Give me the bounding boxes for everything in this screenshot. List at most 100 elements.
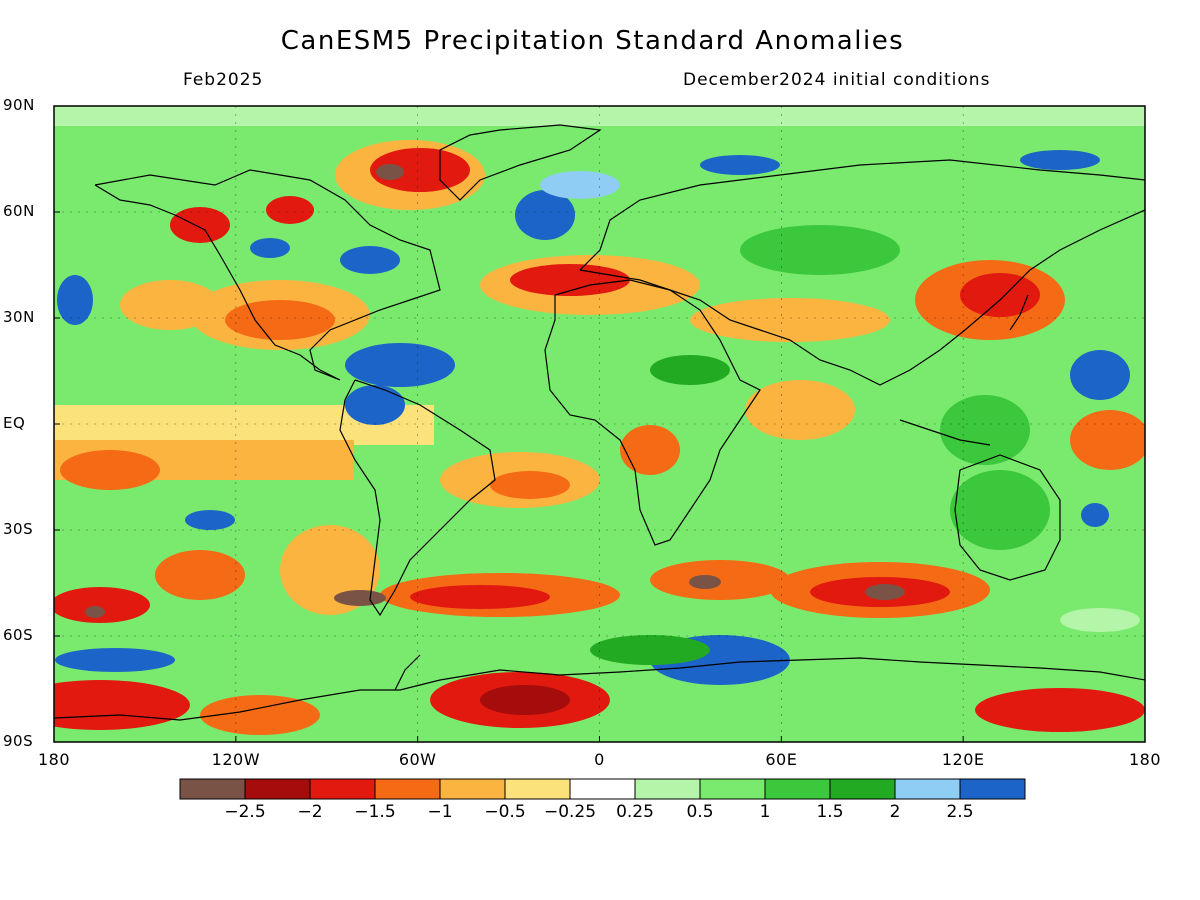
colorbar-swatch	[374, 778, 441, 800]
field-blob	[334, 590, 386, 606]
colorbar-swatch	[829, 778, 896, 800]
lon-tick-label: 120E	[941, 750, 985, 769]
field-blob	[515, 190, 575, 240]
colorbar-label: 1.5	[816, 802, 844, 822]
lon-tick-label: 60E	[765, 750, 798, 769]
coastline-australia	[954, 454, 1061, 581]
init-conditions-label: December2024 initial conditions	[683, 70, 991, 90]
colorbar-swatch	[569, 778, 636, 800]
colorbar-swatch	[309, 778, 376, 800]
coastline-africa	[544, 279, 761, 546]
lat-tick-label: 30N	[3, 308, 35, 326]
lat-tick-label: 90N	[3, 96, 35, 114]
field-blob	[57, 275, 93, 325]
coastline-greenland	[439, 124, 602, 201]
colorbar-swatch	[894, 778, 961, 800]
colorbar-swatch	[179, 778, 246, 800]
colorbar-swatch	[959, 778, 1026, 800]
field-blob	[590, 635, 710, 665]
lat-tick-label: 60N	[3, 202, 35, 220]
colorbar-label: 0.5	[686, 802, 714, 822]
lat-tick-label: 90S	[3, 732, 34, 750]
colorbar-label: 2	[889, 802, 901, 822]
lat-tick-label: 30S	[3, 520, 34, 538]
field-blob	[1020, 150, 1100, 170]
field-blob	[250, 238, 290, 258]
field-blob	[1070, 410, 1145, 470]
colorbar-swatch	[439, 778, 506, 800]
lon-tick-label: 180	[1128, 750, 1162, 769]
field-blob	[865, 584, 905, 600]
field-blob	[960, 273, 1040, 317]
field-blob	[975, 688, 1145, 732]
coastline-eurasia	[579, 159, 1145, 386]
field-blob	[170, 207, 230, 243]
map-field	[54, 106, 1145, 742]
field-blob	[1070, 350, 1130, 400]
field-blob	[200, 695, 320, 735]
colorbar-label: −1.5	[354, 802, 396, 822]
field-blob	[54, 680, 190, 730]
field-blob	[689, 575, 721, 589]
coastlines	[54, 124, 1145, 721]
field-blob	[54, 587, 150, 623]
field-blob	[266, 196, 314, 224]
lat-tick-label: 60S	[3, 626, 34, 644]
lon-tick-label: 120W	[211, 750, 261, 769]
field-blob	[740, 225, 900, 275]
map-title: CanESM5 Precipitation Standard Anomalies	[280, 26, 905, 56]
colorbar-swatch	[244, 778, 311, 800]
coastline-indonesia	[899, 419, 991, 446]
field-blob	[650, 355, 730, 385]
field-blob	[510, 264, 630, 296]
coastline-japan	[1009, 294, 1029, 331]
colorbar-swatch	[504, 778, 571, 800]
colorbar-swatch	[699, 778, 766, 800]
lat-tick-label: EQ	[3, 414, 26, 432]
field-blob	[85, 606, 105, 618]
colorbar-label: 2.5	[946, 802, 974, 822]
field-blob	[950, 470, 1050, 550]
field-blob	[490, 471, 570, 499]
field-blob	[940, 395, 1030, 465]
colorbar-label: 0.25	[616, 802, 654, 822]
colorbar-label: −1	[427, 802, 453, 822]
coastline-antarctic-peninsula	[394, 654, 421, 691]
field-blob	[60, 450, 160, 490]
coastline-north-america	[94, 169, 441, 381]
valid-month-label: Feb2025	[183, 70, 264, 90]
colorbar-label: 1	[759, 802, 771, 822]
colorbar-swatch	[634, 778, 701, 800]
lon-tick-label: 0	[594, 750, 605, 769]
gridlines	[54, 106, 1145, 742]
field-blob	[700, 155, 780, 175]
field-blob	[690, 298, 890, 342]
field-blob	[340, 246, 400, 274]
field-blob	[620, 425, 680, 475]
field-blob	[745, 380, 855, 440]
field-blob	[480, 685, 570, 715]
colorbar-label: −0.5	[484, 802, 526, 822]
coastline-antarctica	[54, 657, 1145, 721]
field-blob	[540, 171, 620, 199]
field-blob	[1081, 503, 1109, 527]
field-blob	[410, 585, 550, 609]
field-blob	[155, 550, 245, 600]
colorbar	[179, 778, 1026, 800]
colorbar-swatch	[764, 778, 831, 800]
field-blob	[345, 385, 405, 425]
coastline-south-america	[339, 379, 496, 617]
field-blob	[1060, 608, 1140, 632]
field-blob	[120, 280, 220, 330]
field-blob	[376, 164, 404, 180]
field-blob	[55, 648, 175, 672]
lon-tick-label: 180	[37, 750, 71, 769]
colorbar-label: −2.5	[224, 802, 266, 822]
field-blob	[345, 343, 455, 387]
colorbar-label: −2	[297, 802, 323, 822]
field-blob	[225, 300, 335, 340]
lon-tick-label: 60W	[398, 750, 437, 769]
colorbar-label: −0.25	[543, 802, 597, 822]
field-blob	[185, 510, 235, 530]
